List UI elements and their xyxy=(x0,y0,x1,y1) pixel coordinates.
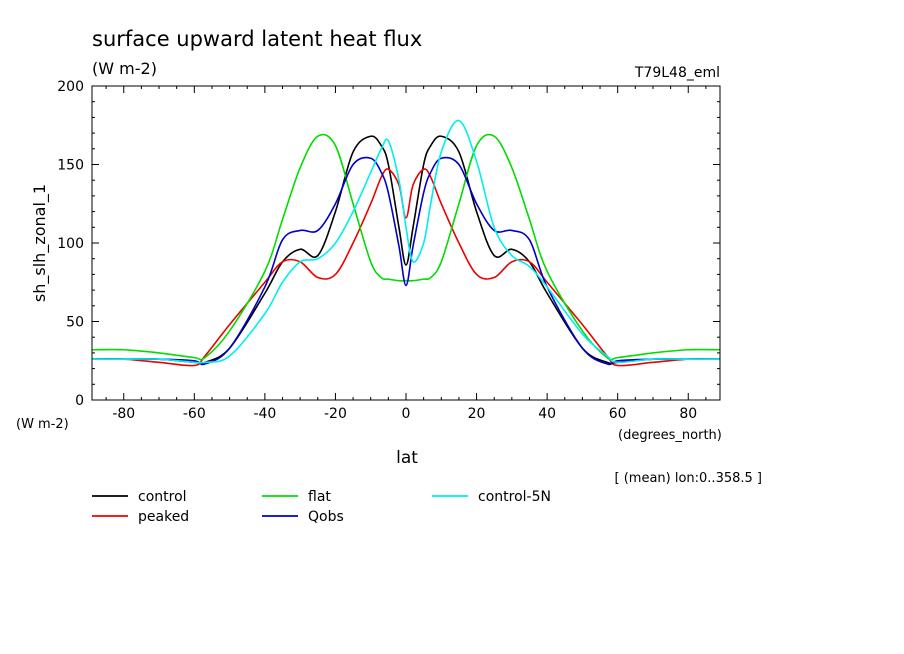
legend-label: flat xyxy=(308,489,331,505)
y-tick-label: 100 xyxy=(57,236,84,252)
series-line-peaked xyxy=(91,168,721,367)
x-tick-label: 80 xyxy=(679,406,697,422)
x-tick-label: 0 xyxy=(402,406,411,422)
x-tick-label: -60 xyxy=(183,406,206,422)
y-tick-label: 0 xyxy=(75,393,84,409)
x-axis-label: lat xyxy=(396,448,418,468)
plot-frame xyxy=(91,85,721,401)
y-tick-label: 200 xyxy=(57,79,84,95)
chart-subtitle: (W m-2) xyxy=(92,59,157,78)
legend-item: control-5N xyxy=(432,489,551,505)
x-tick-label: -20 xyxy=(324,406,347,422)
legend-label: peaked xyxy=(138,509,189,525)
legend-label: control xyxy=(138,489,187,505)
y-axis-label: sh_slh_zonal_1 xyxy=(30,184,50,302)
series-line-control xyxy=(92,135,720,365)
legend-item: control xyxy=(92,489,187,505)
run-label: T79L48_eml xyxy=(634,65,720,81)
series-line-flat xyxy=(91,133,721,361)
legend-item: flat xyxy=(262,489,331,505)
legend-label: Qobs xyxy=(308,509,344,525)
y-tick-label: 150 xyxy=(57,158,84,174)
x-tick-label: -80 xyxy=(112,406,135,422)
x-tick-label: 40 xyxy=(538,406,556,422)
y-axis-units: (W m-2) xyxy=(16,417,69,432)
legend-label: control-5N xyxy=(478,489,551,505)
x-tick-label: 20 xyxy=(468,406,486,422)
x-axis-units: (degrees_north) xyxy=(618,428,722,443)
chart-title: surface upward latent heat flux xyxy=(92,27,422,51)
x-tick-label: 60 xyxy=(609,406,627,422)
series-line-qobs xyxy=(92,156,720,366)
x-tick-label: -40 xyxy=(253,406,276,422)
footnote: [ (mean) lon:0..358.5 ] xyxy=(615,471,763,486)
series-line-control-5n xyxy=(92,119,720,364)
legend-item: Qobs xyxy=(262,509,344,525)
legend-item: peaked xyxy=(92,509,189,525)
y-tick-label: 50 xyxy=(66,315,84,331)
